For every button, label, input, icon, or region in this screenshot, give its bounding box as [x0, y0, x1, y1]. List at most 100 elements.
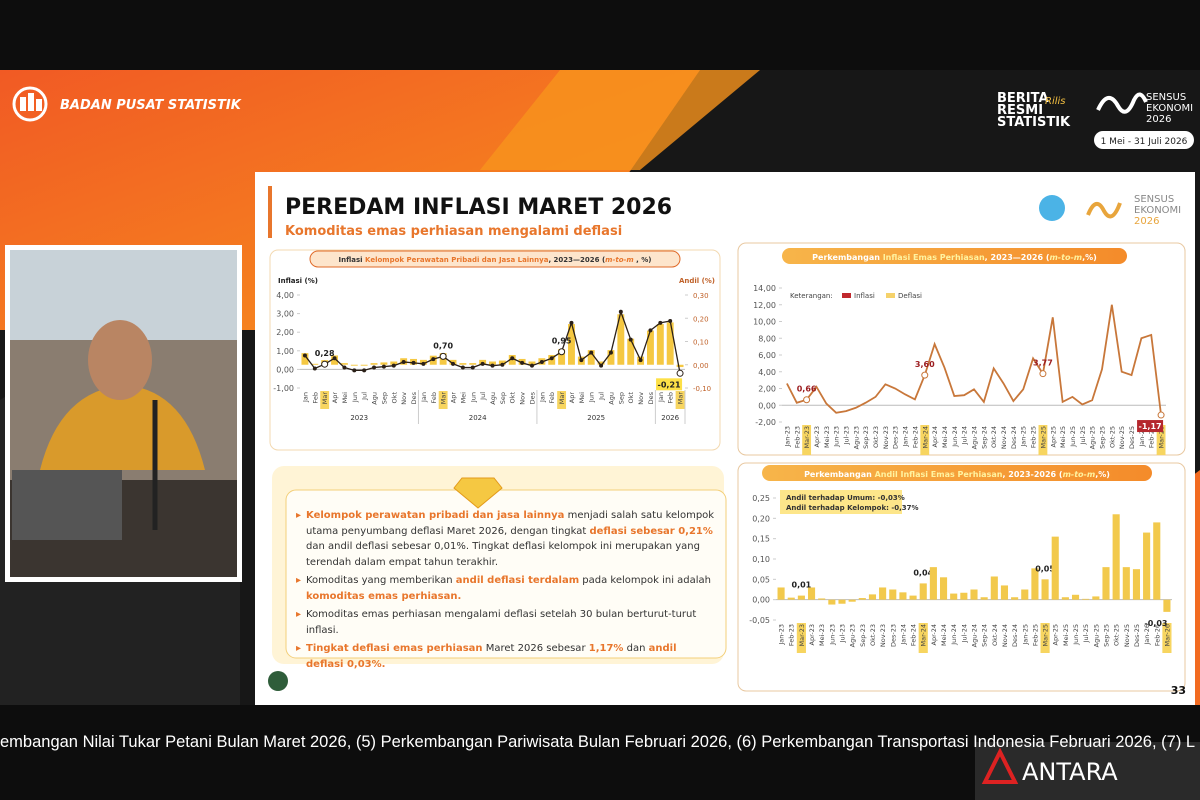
org-name: BADAN PUSAT STATISTIK	[60, 98, 242, 113]
x-tick-label: Feb-24	[910, 624, 918, 646]
bullet-text: dan andil deflasi sebesar 0,01%. Tingkat…	[306, 541, 700, 568]
point	[480, 361, 485, 366]
x-tick-label: Agu-23	[849, 624, 857, 647]
highlight	[320, 391, 330, 409]
x-tick-label: Des-23	[892, 426, 900, 449]
x-tick-label: Agu	[607, 392, 615, 405]
highlight	[557, 391, 567, 409]
bar	[1021, 589, 1029, 600]
highlight	[802, 425, 812, 455]
point	[411, 360, 416, 365]
x-tick-label: Nov-25	[1123, 624, 1131, 647]
bar	[360, 364, 368, 366]
x-tick-label: Feb	[311, 392, 319, 404]
y-tick-label: 0,20	[752, 514, 770, 523]
point	[658, 320, 663, 325]
x-tick-label: Jun-23	[828, 624, 836, 646]
value-label: 0,66	[797, 385, 817, 394]
bar	[498, 360, 506, 365]
point	[510, 356, 515, 361]
bar	[1011, 597, 1019, 600]
bar	[899, 592, 907, 600]
x-tick-label: Sep	[380, 392, 388, 404]
x-tick-label: Jan-26	[1138, 426, 1146, 448]
bar	[950, 593, 958, 600]
bar	[858, 598, 866, 600]
x-tick-label: Jul-24	[961, 426, 969, 445]
point	[579, 358, 584, 363]
point	[618, 309, 623, 314]
value-label: 0,28	[315, 349, 335, 358]
bar	[350, 364, 358, 366]
x-tick-label: Sep-23	[859, 624, 867, 647]
y-tick-label: 0,15	[752, 535, 770, 544]
y-tick-label: 2,00	[758, 385, 776, 394]
x-tick-label: Apr-25	[1049, 426, 1057, 447]
point	[803, 396, 811, 404]
legend-label: Deflasi	[898, 292, 922, 300]
x-tick-label: Okt-25	[1108, 426, 1116, 448]
bar	[1122, 567, 1130, 600]
point	[668, 319, 673, 324]
x-tick-label: Okt	[390, 392, 398, 404]
x-tick-label: Mei	[578, 392, 586, 404]
x-tick-label: Jan-25	[1021, 624, 1029, 646]
bar	[390, 361, 398, 365]
bar	[340, 363, 348, 365]
brs-text: BERITA	[997, 91, 1049, 106]
chart-title-part: m-to-m	[605, 256, 634, 264]
bar	[1041, 579, 1049, 600]
value-label: -0,03	[1144, 619, 1167, 628]
point	[381, 364, 386, 369]
x-tick-label: Okt-24	[990, 426, 998, 448]
y-tick-label: -1,00	[273, 384, 294, 393]
year-label: 2026	[661, 414, 679, 422]
x-tick-label: Nov	[400, 392, 408, 405]
point	[460, 365, 465, 370]
bar	[990, 576, 998, 600]
x-tick-label: Okt	[627, 392, 635, 404]
chart-title-pill	[309, 250, 681, 268]
bps-logo	[12, 86, 48, 122]
x-tick-label: Sep-25	[1099, 426, 1107, 449]
x-tick-label: Agu-24	[971, 624, 979, 647]
point	[421, 361, 426, 366]
year-label: 2024	[469, 414, 487, 422]
bar	[311, 363, 319, 365]
bar	[889, 589, 897, 600]
x-tick-label: Apr	[450, 392, 458, 404]
y-tick-label: 0,00	[752, 596, 770, 605]
watermark-bg	[975, 742, 1200, 800]
bar	[558, 349, 566, 365]
point	[569, 320, 574, 325]
y2-tick-label: 0,20	[693, 315, 709, 323]
y-tick-label: 1,00	[276, 347, 294, 356]
y2-tick-label: 0,10	[693, 339, 709, 347]
x-tick-label: Sep	[617, 392, 625, 404]
x-tick-label: Mei	[459, 392, 467, 404]
sensus-dates: 1 Mei - 31 Juli 2026	[1101, 137, 1188, 147]
year-label: 2023	[350, 414, 368, 422]
x-tick-label: Jan	[301, 392, 309, 403]
x-tick-label: Sep-25	[1103, 624, 1111, 647]
bar	[1153, 522, 1161, 600]
x-tick-label: Nov-23	[882, 426, 890, 449]
x-tick-label: Jan-23	[778, 624, 786, 646]
value-label: -0,21	[658, 380, 681, 389]
point	[520, 360, 525, 365]
x-tick-label: Mar	[558, 392, 566, 405]
slide-logo	[1086, 202, 1122, 219]
y-tick-label: 0,00	[276, 365, 294, 374]
bar	[646, 330, 654, 365]
bar	[380, 362, 388, 365]
y-tick-label: 0,25	[752, 494, 770, 503]
bar	[868, 594, 877, 600]
x-tick-label: Des-24	[1011, 624, 1019, 647]
bar	[459, 363, 467, 365]
x-tick-label: Feb-25	[1031, 624, 1039, 646]
x-tick-label: Nov-24	[1001, 624, 1009, 647]
x-tick-label: Mar-24	[920, 624, 928, 646]
edit-icon[interactable]	[268, 671, 288, 691]
bar	[828, 599, 836, 605]
